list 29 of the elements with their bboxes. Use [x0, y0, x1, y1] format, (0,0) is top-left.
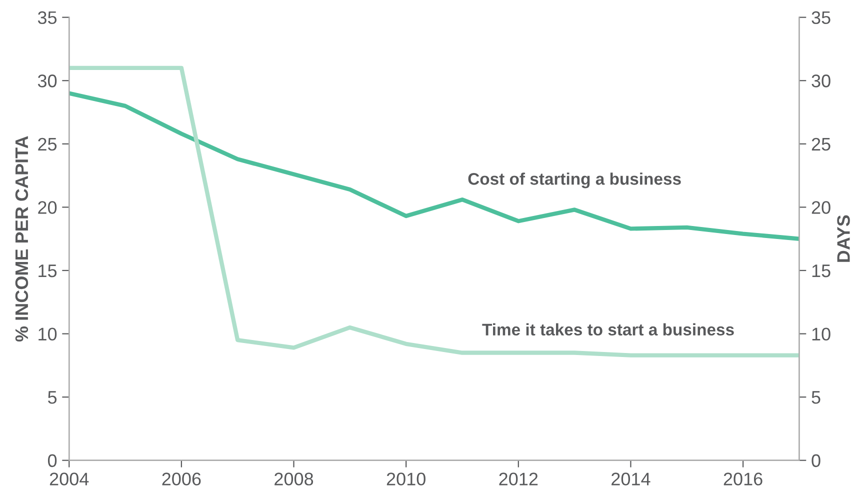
y2-tick-label: 35 — [812, 11, 830, 24]
y-axis-title: % INCOME PER CAPITA — [15, 136, 28, 342]
x-tick-label: 2016 — [724, 472, 762, 486]
series-label: Time it takes to start a business — [482, 323, 734, 336]
x-tick-label: 2008 — [274, 472, 314, 486]
x-tick-label: 2010 — [386, 472, 426, 486]
x-tick-label: 2014 — [612, 472, 650, 486]
y-tick-label: 10 — [38, 328, 57, 340]
y-tick-label: 15 — [38, 264, 57, 278]
x-tick-label: 2006 — [162, 472, 201, 486]
y-tick-label: 0 — [48, 454, 57, 468]
y-tick-label: 20 — [38, 201, 57, 214]
y-tick-label: 25 — [38, 138, 57, 151]
y2-tick-label: 5 — [812, 391, 820, 404]
y2-tick-label: 30 — [812, 74, 830, 88]
y-tick-label: 5 — [48, 391, 57, 404]
line-series — [69, 91, 800, 241]
x-tick-label: 2004 — [50, 472, 89, 486]
y-tick-label: 35 — [38, 11, 57, 24]
y2-tick-label: 0 — [812, 454, 820, 468]
y2-tick-label: 25 — [812, 138, 830, 151]
line-series — [69, 66, 800, 358]
y2-axis-title: DAYS — [837, 215, 850, 262]
x-tick-label: 2012 — [499, 472, 538, 486]
y2-tick-label: 10 — [812, 328, 830, 340]
series-label: Cost of starting a business — [468, 172, 681, 188]
y2-tick-label: 15 — [812, 264, 830, 278]
y-tick-label: 30 — [38, 74, 57, 88]
y2-tick-label: 20 — [812, 201, 830, 214]
